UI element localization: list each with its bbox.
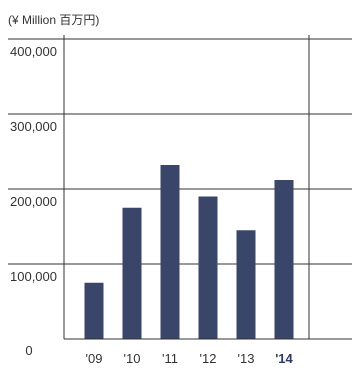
x-tick-label: '14 xyxy=(275,351,293,365)
x-tick-label: '09 xyxy=(86,351,103,365)
bar xyxy=(236,230,256,339)
x-tick-label: '11 xyxy=(162,351,178,365)
y-tick-labels: 0 100,000 200,000 300,000 400,000 xyxy=(10,44,57,358)
gridlines xyxy=(8,38,352,265)
bar xyxy=(160,165,180,339)
axes xyxy=(63,35,352,340)
x-tick-label: '13 xyxy=(238,351,255,365)
x-tick-label: '12 xyxy=(200,351,217,365)
bars xyxy=(84,165,294,339)
y-tick-label: 300,000 xyxy=(10,119,57,134)
y-tick-label: 200,000 xyxy=(10,194,57,209)
y-tick-label: 0 xyxy=(25,343,32,358)
x-tick-labels: '09 '10 '11 '12 '13 '14 xyxy=(86,351,294,366)
x-tick-label: '10 xyxy=(124,351,141,365)
y-tick-label: 400,000 xyxy=(10,44,57,59)
bar xyxy=(198,196,218,339)
bar xyxy=(274,180,294,339)
bar xyxy=(122,207,142,339)
unit-label: (¥ Million 百万円) xyxy=(8,13,99,27)
bar xyxy=(84,282,104,339)
y-tick-label: 100,000 xyxy=(10,269,57,284)
